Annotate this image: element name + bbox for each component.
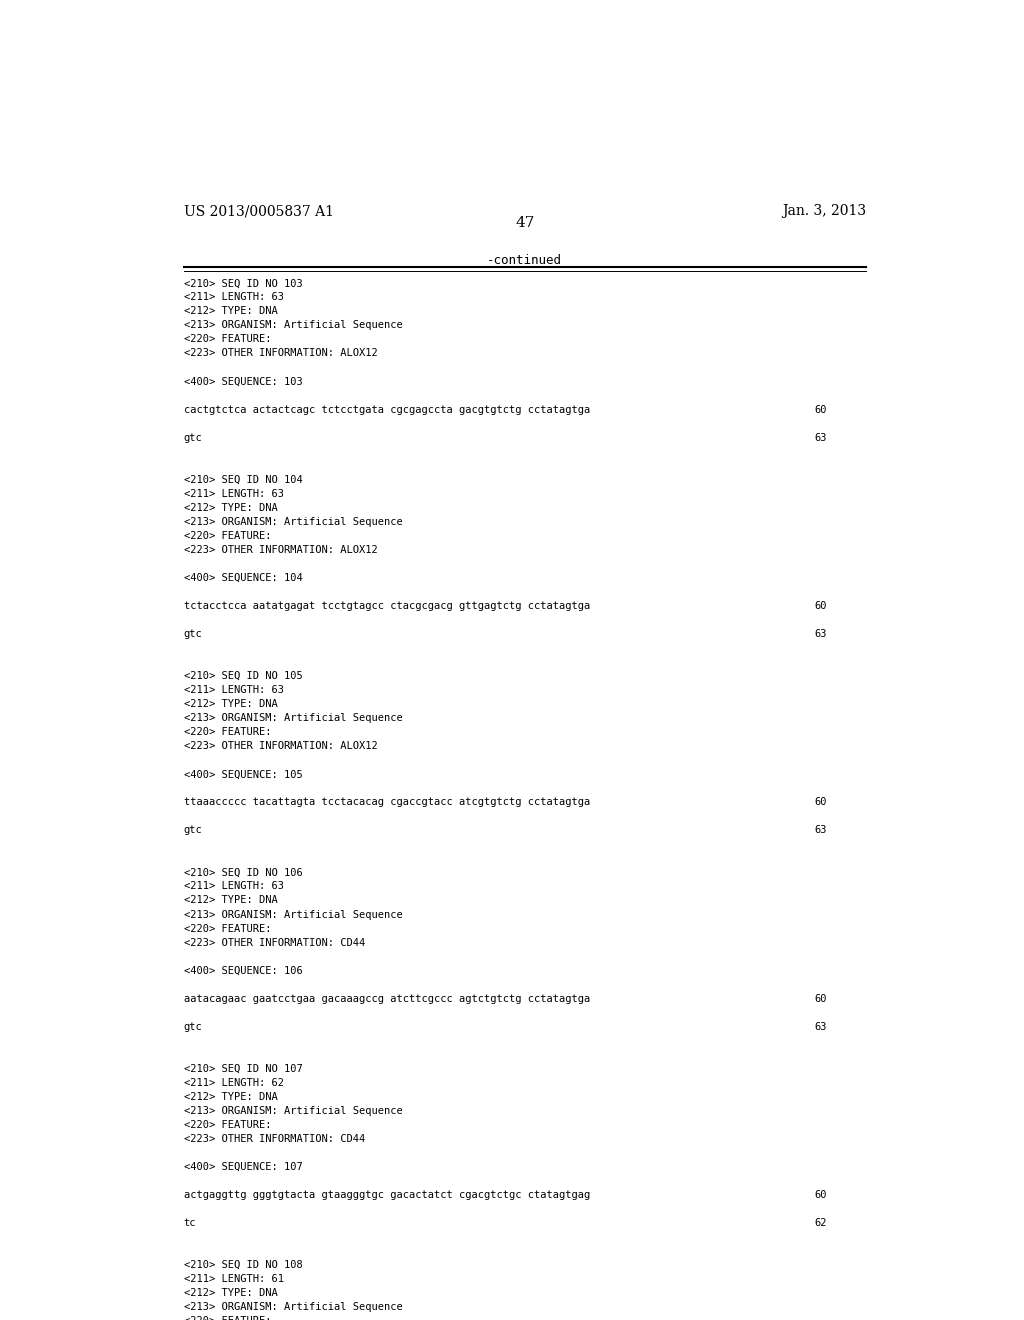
Text: cactgtctca actactcagc tctcctgata cgcgagccta gacgtgtctg cctatagtga: cactgtctca actactcagc tctcctgata cgcgagc… bbox=[183, 404, 590, 414]
Text: <211> LENGTH: 63: <211> LENGTH: 63 bbox=[183, 488, 284, 499]
Text: <400> SEQUENCE: 106: <400> SEQUENCE: 106 bbox=[183, 966, 302, 975]
Text: <223> OTHER INFORMATION: ALOX12: <223> OTHER INFORMATION: ALOX12 bbox=[183, 545, 377, 554]
Text: 63: 63 bbox=[814, 433, 827, 442]
Text: <213> ORGANISM: Artificial Sequence: <213> ORGANISM: Artificial Sequence bbox=[183, 909, 402, 920]
Text: <212> TYPE: DNA: <212> TYPE: DNA bbox=[183, 306, 278, 317]
Text: ttaaaccccc tacattagta tcctacacag cgaccgtacc atcgtgtctg cctatagtga: ttaaaccccc tacattagta tcctacacag cgaccgt… bbox=[183, 797, 590, 808]
Text: <212> TYPE: DNA: <212> TYPE: DNA bbox=[183, 700, 278, 709]
Text: 60: 60 bbox=[814, 404, 827, 414]
Text: <210> SEQ ID NO 105: <210> SEQ ID NO 105 bbox=[183, 671, 302, 681]
Text: 63: 63 bbox=[814, 630, 827, 639]
Text: <400> SEQUENCE: 104: <400> SEQUENCE: 104 bbox=[183, 573, 302, 583]
Text: gtc: gtc bbox=[183, 630, 203, 639]
Text: <211> LENGTH: 62: <211> LENGTH: 62 bbox=[183, 1078, 284, 1088]
Text: <211> LENGTH: 61: <211> LENGTH: 61 bbox=[183, 1274, 284, 1284]
Text: 47: 47 bbox=[515, 216, 535, 230]
Text: <211> LENGTH: 63: <211> LENGTH: 63 bbox=[183, 685, 284, 696]
Text: gtc: gtc bbox=[183, 433, 203, 442]
Text: <223> OTHER INFORMATION: CD44: <223> OTHER INFORMATION: CD44 bbox=[183, 937, 365, 948]
Text: US 2013/0005837 A1: US 2013/0005837 A1 bbox=[183, 205, 334, 218]
Text: <212> TYPE: DNA: <212> TYPE: DNA bbox=[183, 895, 278, 906]
Text: actgaggttg gggtgtacta gtaagggtgc gacactatct cgacgtctgc ctatagtgag: actgaggttg gggtgtacta gtaagggtgc gacacta… bbox=[183, 1191, 590, 1200]
Text: <220> FEATURE:: <220> FEATURE: bbox=[183, 727, 271, 737]
Text: <211> LENGTH: 63: <211> LENGTH: 63 bbox=[183, 292, 284, 302]
Text: <213> ORGANISM: Artificial Sequence: <213> ORGANISM: Artificial Sequence bbox=[183, 713, 402, 723]
Text: <400> SEQUENCE: 103: <400> SEQUENCE: 103 bbox=[183, 376, 302, 387]
Text: tc: tc bbox=[183, 1218, 196, 1228]
Text: 60: 60 bbox=[814, 994, 827, 1003]
Text: <223> OTHER INFORMATION: CD44: <223> OTHER INFORMATION: CD44 bbox=[183, 1134, 365, 1144]
Text: <210> SEQ ID NO 108: <210> SEQ ID NO 108 bbox=[183, 1261, 302, 1270]
Text: <220> FEATURE:: <220> FEATURE: bbox=[183, 1119, 271, 1130]
Text: <213> ORGANISM: Artificial Sequence: <213> ORGANISM: Artificial Sequence bbox=[183, 321, 402, 330]
Text: 60: 60 bbox=[814, 797, 827, 808]
Text: <210> SEQ ID NO 107: <210> SEQ ID NO 107 bbox=[183, 1064, 302, 1073]
Text: <210> SEQ ID NO 106: <210> SEQ ID NO 106 bbox=[183, 867, 302, 878]
Text: 63: 63 bbox=[814, 825, 827, 836]
Text: 60: 60 bbox=[814, 601, 827, 611]
Text: <212> TYPE: DNA: <212> TYPE: DNA bbox=[183, 503, 278, 512]
Text: <220> FEATURE:: <220> FEATURE: bbox=[183, 1316, 271, 1320]
Text: <220> FEATURE:: <220> FEATURE: bbox=[183, 334, 271, 345]
Text: <400> SEQUENCE: 105: <400> SEQUENCE: 105 bbox=[183, 770, 302, 779]
Text: aatacagaac gaatcctgaa gacaaagccg atcttcgccc agtctgtctg cctatagtga: aatacagaac gaatcctgaa gacaaagccg atcttcg… bbox=[183, 994, 590, 1003]
Text: <400> SEQUENCE: 107: <400> SEQUENCE: 107 bbox=[183, 1162, 302, 1172]
Text: gtc: gtc bbox=[183, 825, 203, 836]
Text: Jan. 3, 2013: Jan. 3, 2013 bbox=[782, 205, 866, 218]
Text: tctacctcca aatatgagat tcctgtagcc ctacgcgacg gttgagtctg cctatagtga: tctacctcca aatatgagat tcctgtagcc ctacgcg… bbox=[183, 601, 590, 611]
Text: 62: 62 bbox=[814, 1218, 827, 1228]
Text: <220> FEATURE:: <220> FEATURE: bbox=[183, 531, 271, 541]
Text: <210> SEQ ID NO 103: <210> SEQ ID NO 103 bbox=[183, 279, 302, 288]
Text: <211> LENGTH: 63: <211> LENGTH: 63 bbox=[183, 882, 284, 891]
Text: <220> FEATURE:: <220> FEATURE: bbox=[183, 924, 271, 933]
Text: <213> ORGANISM: Artificial Sequence: <213> ORGANISM: Artificial Sequence bbox=[183, 1106, 402, 1115]
Text: <212> TYPE: DNA: <212> TYPE: DNA bbox=[183, 1288, 278, 1299]
Text: <212> TYPE: DNA: <212> TYPE: DNA bbox=[183, 1092, 278, 1102]
Text: <223> OTHER INFORMATION: ALOX12: <223> OTHER INFORMATION: ALOX12 bbox=[183, 348, 377, 359]
Text: <210> SEQ ID NO 104: <210> SEQ ID NO 104 bbox=[183, 475, 302, 484]
Text: gtc: gtc bbox=[183, 1022, 203, 1032]
Text: 63: 63 bbox=[814, 1022, 827, 1032]
Text: <223> OTHER INFORMATION: ALOX12: <223> OTHER INFORMATION: ALOX12 bbox=[183, 742, 377, 751]
Text: <213> ORGANISM: Artificial Sequence: <213> ORGANISM: Artificial Sequence bbox=[183, 1303, 402, 1312]
Text: -continued: -continued bbox=[487, 253, 562, 267]
Text: 60: 60 bbox=[814, 1191, 827, 1200]
Text: <213> ORGANISM: Artificial Sequence: <213> ORGANISM: Artificial Sequence bbox=[183, 517, 402, 527]
